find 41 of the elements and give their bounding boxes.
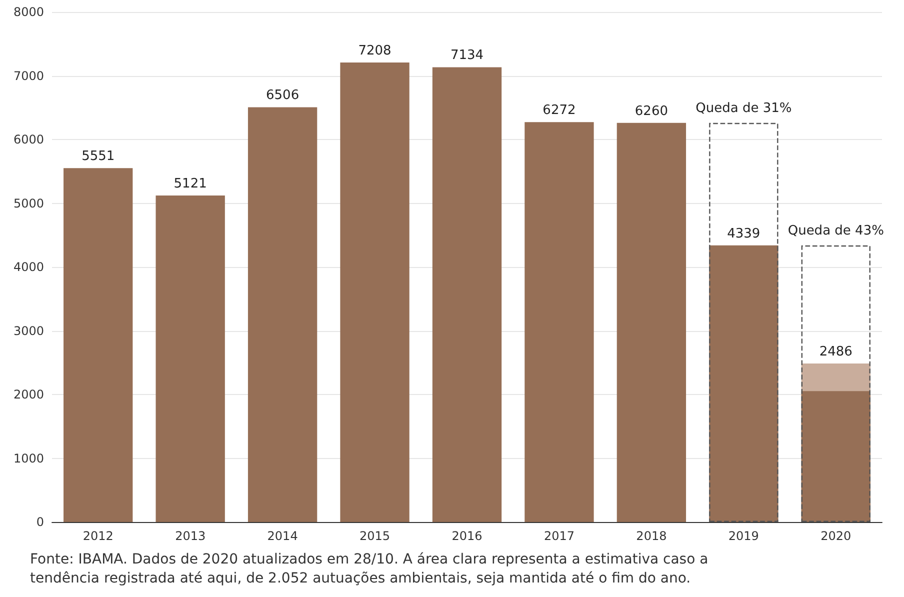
y-tick-label: 6000 bbox=[13, 132, 44, 146]
x-tick-label: 2013 bbox=[175, 529, 206, 543]
x-tick-label: 2012 bbox=[82, 529, 114, 543]
data-label: 5121 bbox=[174, 176, 207, 192]
x-tick-label: 2015 bbox=[360, 529, 390, 543]
bar bbox=[156, 196, 225, 522]
data-label: 6506 bbox=[266, 88, 300, 104]
bar bbox=[709, 122, 778, 522]
bar bbox=[248, 107, 318, 522]
x-tick-label: 2016 bbox=[452, 529, 482, 543]
data-label: 7208 bbox=[358, 43, 392, 58]
y-tick-label: 2000 bbox=[13, 388, 44, 402]
data-label: 6260 bbox=[634, 104, 668, 119]
bar bbox=[432, 67, 502, 522]
x-tick-label: 2014 bbox=[267, 529, 298, 543]
data-label: 5551 bbox=[82, 149, 115, 164]
data-label: 2486 bbox=[819, 344, 852, 360]
y-tick-label: 4000 bbox=[13, 260, 44, 274]
bar bbox=[709, 245, 778, 522]
y-tick-label: 5000 bbox=[13, 196, 44, 210]
data-label: 7134 bbox=[450, 48, 484, 64]
bar bbox=[340, 62, 410, 522]
bar bbox=[801, 245, 870, 522]
y-tick-label: 1000 bbox=[13, 451, 44, 466]
source-note: Fonte: IBAMA. Dados de 2020 atualizados em 28/10. A área clara representa a estimativa caso a tendência registrada até aqui, de 2.052 autuações ambientais, seja mantida até o fim do ano. bbox=[30, 552, 713, 586]
annotation: Queda de 43% bbox=[788, 223, 884, 238]
bar bbox=[64, 168, 133, 522]
bar bbox=[616, 122, 686, 522]
data-label: 6272 bbox=[542, 103, 576, 118]
bar bbox=[801, 391, 870, 522]
x-tick-label: 2019 bbox=[728, 529, 759, 543]
data-label: 4339 bbox=[727, 226, 760, 242]
x-tick-label: 2018 bbox=[636, 529, 667, 543]
y-tick-label: 8000 bbox=[13, 5, 44, 19]
annotation: Queda de 31% bbox=[696, 100, 792, 116]
x-tick-label: 2017 bbox=[544, 529, 574, 543]
bar bbox=[524, 122, 594, 522]
y-tick-label: 0 bbox=[36, 515, 44, 529]
x-tick-label: 2020 bbox=[820, 529, 852, 543]
y-tick-label: 3000 bbox=[13, 324, 44, 338]
y-tick-label: 7000 bbox=[13, 68, 44, 83]
